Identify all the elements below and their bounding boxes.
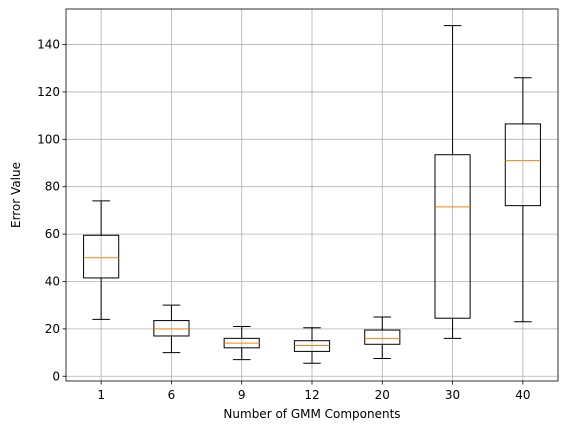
x-tick-label: 9: [238, 388, 246, 402]
box-20: [364, 316, 401, 359]
y-tick-label: 80: [45, 180, 60, 194]
y-tick-label: 100: [37, 132, 60, 146]
x-tick-label: 30: [445, 388, 460, 402]
box-iqr: [153, 320, 190, 337]
x-axis-label: Number of GMM Components: [223, 407, 400, 421]
boxes: [83, 25, 541, 364]
x-tick-label: 6: [168, 388, 176, 402]
x-tick-label: 12: [304, 388, 319, 402]
y-tick-label: 40: [45, 274, 60, 288]
y-tick-label: 20: [45, 322, 60, 336]
y-tick-label: 140: [37, 38, 60, 52]
box-iqr: [434, 154, 471, 319]
box-40: [504, 77, 541, 323]
box-30: [434, 25, 471, 339]
box-iqr: [504, 123, 541, 207]
x-axis: 1 6 9 12 20 30 40: [97, 381, 530, 402]
y-tick-label: 60: [45, 227, 60, 241]
box-1: [83, 200, 120, 320]
y-tick-label: 120: [37, 85, 60, 99]
box-iqr: [364, 329, 401, 345]
x-tick-label: 1: [97, 388, 105, 402]
box-iqr: [293, 340, 331, 352]
box-9: [223, 326, 260, 361]
box-iqr: [83, 234, 120, 279]
y-tick-label: 0: [52, 369, 60, 383]
box-6: [153, 304, 190, 354]
y-axis: 0 20 40 60 80 100 120 140: [37, 38, 66, 383]
box-12: [293, 327, 331, 364]
y-axis-label: Error Value: [9, 162, 23, 228]
x-tick-label: 40: [515, 388, 530, 402]
x-tick-label: 20: [375, 388, 390, 402]
grid: [66, 9, 558, 381]
